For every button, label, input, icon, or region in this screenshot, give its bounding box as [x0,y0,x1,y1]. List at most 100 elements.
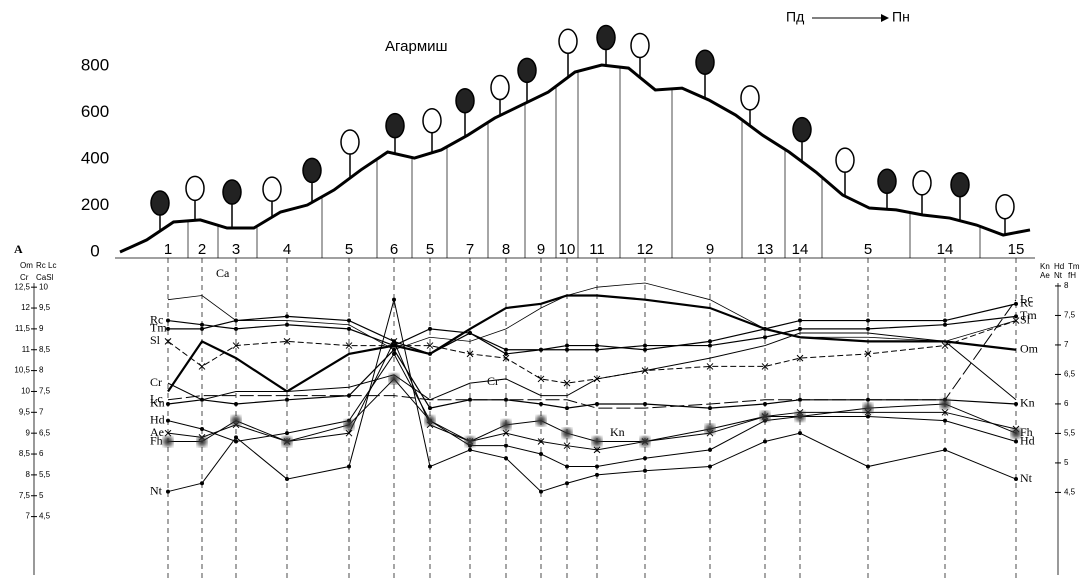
series-marker [504,397,508,402]
y-tick-label: 9 [26,428,31,437]
zone-label: 15 [1008,241,1025,258]
tree-crown [596,24,616,51]
y3-axis-label: CaSl [36,273,54,282]
series-marker [282,436,292,447]
series-marker [565,343,569,348]
series-marker [706,363,714,370]
tree-crown [150,190,170,216]
series-marker [428,351,432,356]
series-marker [595,401,599,406]
series-marker [166,326,170,331]
series-label-left: Fh [150,433,163,447]
series-label-right: Hd [1020,433,1035,447]
series-label-inline: Kn [610,425,625,439]
series-marker [536,415,546,426]
series-marker [562,428,572,439]
tree-crown [185,175,205,202]
series-marker [345,342,353,349]
series-marker [866,464,870,469]
series-marker [468,447,472,452]
zone-label: 5 [864,241,872,258]
series-marker [166,489,170,494]
series-marker [593,446,601,454]
series-marker [943,418,947,423]
series-marker [539,347,543,352]
series-marker [1012,317,1020,324]
series-marker [502,429,510,437]
series-marker [940,398,950,409]
series-marker [1014,314,1018,319]
zone-label: 11 [589,241,605,258]
zone-label: 14 [792,241,809,258]
y-tick-label: 7,5 [19,491,31,500]
series-marker [164,338,172,345]
series-marker [347,318,351,323]
series-marker [283,338,291,345]
y-tick-label: 200 [81,195,109,214]
series-marker [200,322,204,327]
tree-crown [740,85,760,111]
tree-crown [422,107,442,134]
y-tick-label: 400 [81,148,109,167]
y3-axis-label: Rc Lc [36,261,56,270]
y2-tick-label: 5 [1064,458,1069,467]
series-marker [595,472,599,477]
series-marker [763,326,767,331]
series-marker [234,326,238,331]
series-marker [232,342,240,349]
tree-crown [262,176,282,202]
y2-axis-label: Kn [1040,262,1050,271]
series-marker [941,408,949,416]
elevation-profile [119,63,1031,254]
series-marker [347,393,351,398]
series-label-left: Kn [150,396,165,410]
series-marker [643,347,647,352]
series-marker [539,401,543,406]
y-tick-label: 10,5 [14,366,30,375]
series-marker [643,456,647,461]
series-label-right: Rc [1020,296,1033,310]
series-marker [465,436,475,447]
series-marker [200,427,204,431]
series-line [167,294,1017,393]
series-marker [428,464,432,469]
series-label-left: Tm [150,321,167,335]
series-marker [504,347,508,352]
y-tick-label: 11 [22,345,31,354]
zone-label: 8 [502,241,510,258]
series-marker [539,489,543,494]
y3-tick-label: 6,5 [39,428,51,437]
tree-crown [517,57,537,84]
y-tick-label: 0 [90,241,99,260]
series-line [167,320,1017,384]
series-marker [537,438,545,445]
y3-tick-label: 10 [39,282,48,291]
direction-to: Пн [892,9,910,25]
tree-crown [995,193,1015,220]
series-marker [285,477,289,482]
tree-crown [630,32,650,59]
series-marker [563,442,571,450]
y2-tick-label: 7,5 [1064,311,1076,320]
series-label-right: Tm [1020,308,1037,322]
y2-axis-label: fH [1068,271,1076,280]
y3-tick-label: 7 [39,407,44,416]
series-marker [345,429,353,437]
series-marker [760,411,770,422]
zone-label: 13 [757,241,774,258]
series-marker [708,343,712,348]
series-marker [234,401,238,406]
panel-label: A [14,242,23,256]
series-label-left: Hd [150,412,165,426]
y2-tick-label: 5,5 [1064,429,1076,438]
zone-label: 6 [390,241,398,258]
y-tick-label: 7 [26,512,31,521]
series-marker [1014,301,1018,306]
series-marker [595,347,599,352]
series-marker [565,481,569,486]
y2-axis-label: Tm [1068,262,1080,271]
series-marker [866,414,870,419]
series-marker [866,326,870,331]
series-marker [565,464,569,469]
series-label-inline: Cr [487,374,499,388]
